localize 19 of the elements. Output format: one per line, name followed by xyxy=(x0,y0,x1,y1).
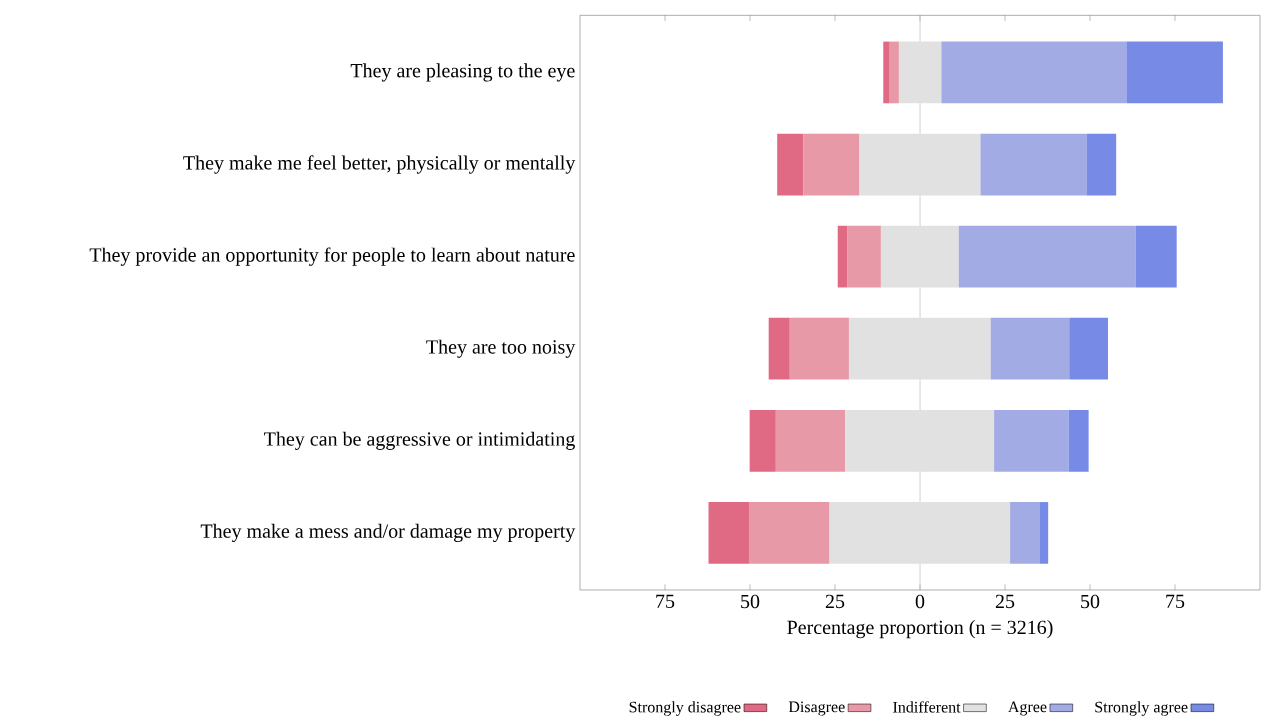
x-tick-label: 0 xyxy=(915,594,925,609)
x-tick-label: 50 xyxy=(1081,594,1100,609)
x-tick-label: 75 xyxy=(656,594,675,608)
y-tick-label: They make me feel better, physically or mentally xyxy=(183,155,576,174)
x-tick-label: 25 xyxy=(825,594,845,609)
legend-label: Indifferent xyxy=(893,701,961,713)
y-tick-label: They are too noisy xyxy=(426,339,576,358)
x-tick-label: 75 xyxy=(1166,594,1185,608)
y-tick-label: They are pleasing to the eye xyxy=(350,63,575,82)
legend-label: Strongly disagree xyxy=(629,701,741,716)
legend-label: Disagree xyxy=(788,701,845,716)
y-tick-label: They make a mess and/or damage my property xyxy=(200,523,576,542)
y-tick-label: They can be aggressive or intimidating xyxy=(264,431,575,450)
x-tick-label: 50 xyxy=(741,594,760,609)
x-tick-label: 25 xyxy=(995,594,1015,609)
legend-label: Agree xyxy=(1008,701,1047,716)
legend-label: Strongly agree xyxy=(1095,701,1188,716)
x-axis-title: Percentage proportion (n = 3216) xyxy=(787,620,1053,639)
y-tick-label: They provide an opportunity for people to learn about nature xyxy=(89,247,575,266)
